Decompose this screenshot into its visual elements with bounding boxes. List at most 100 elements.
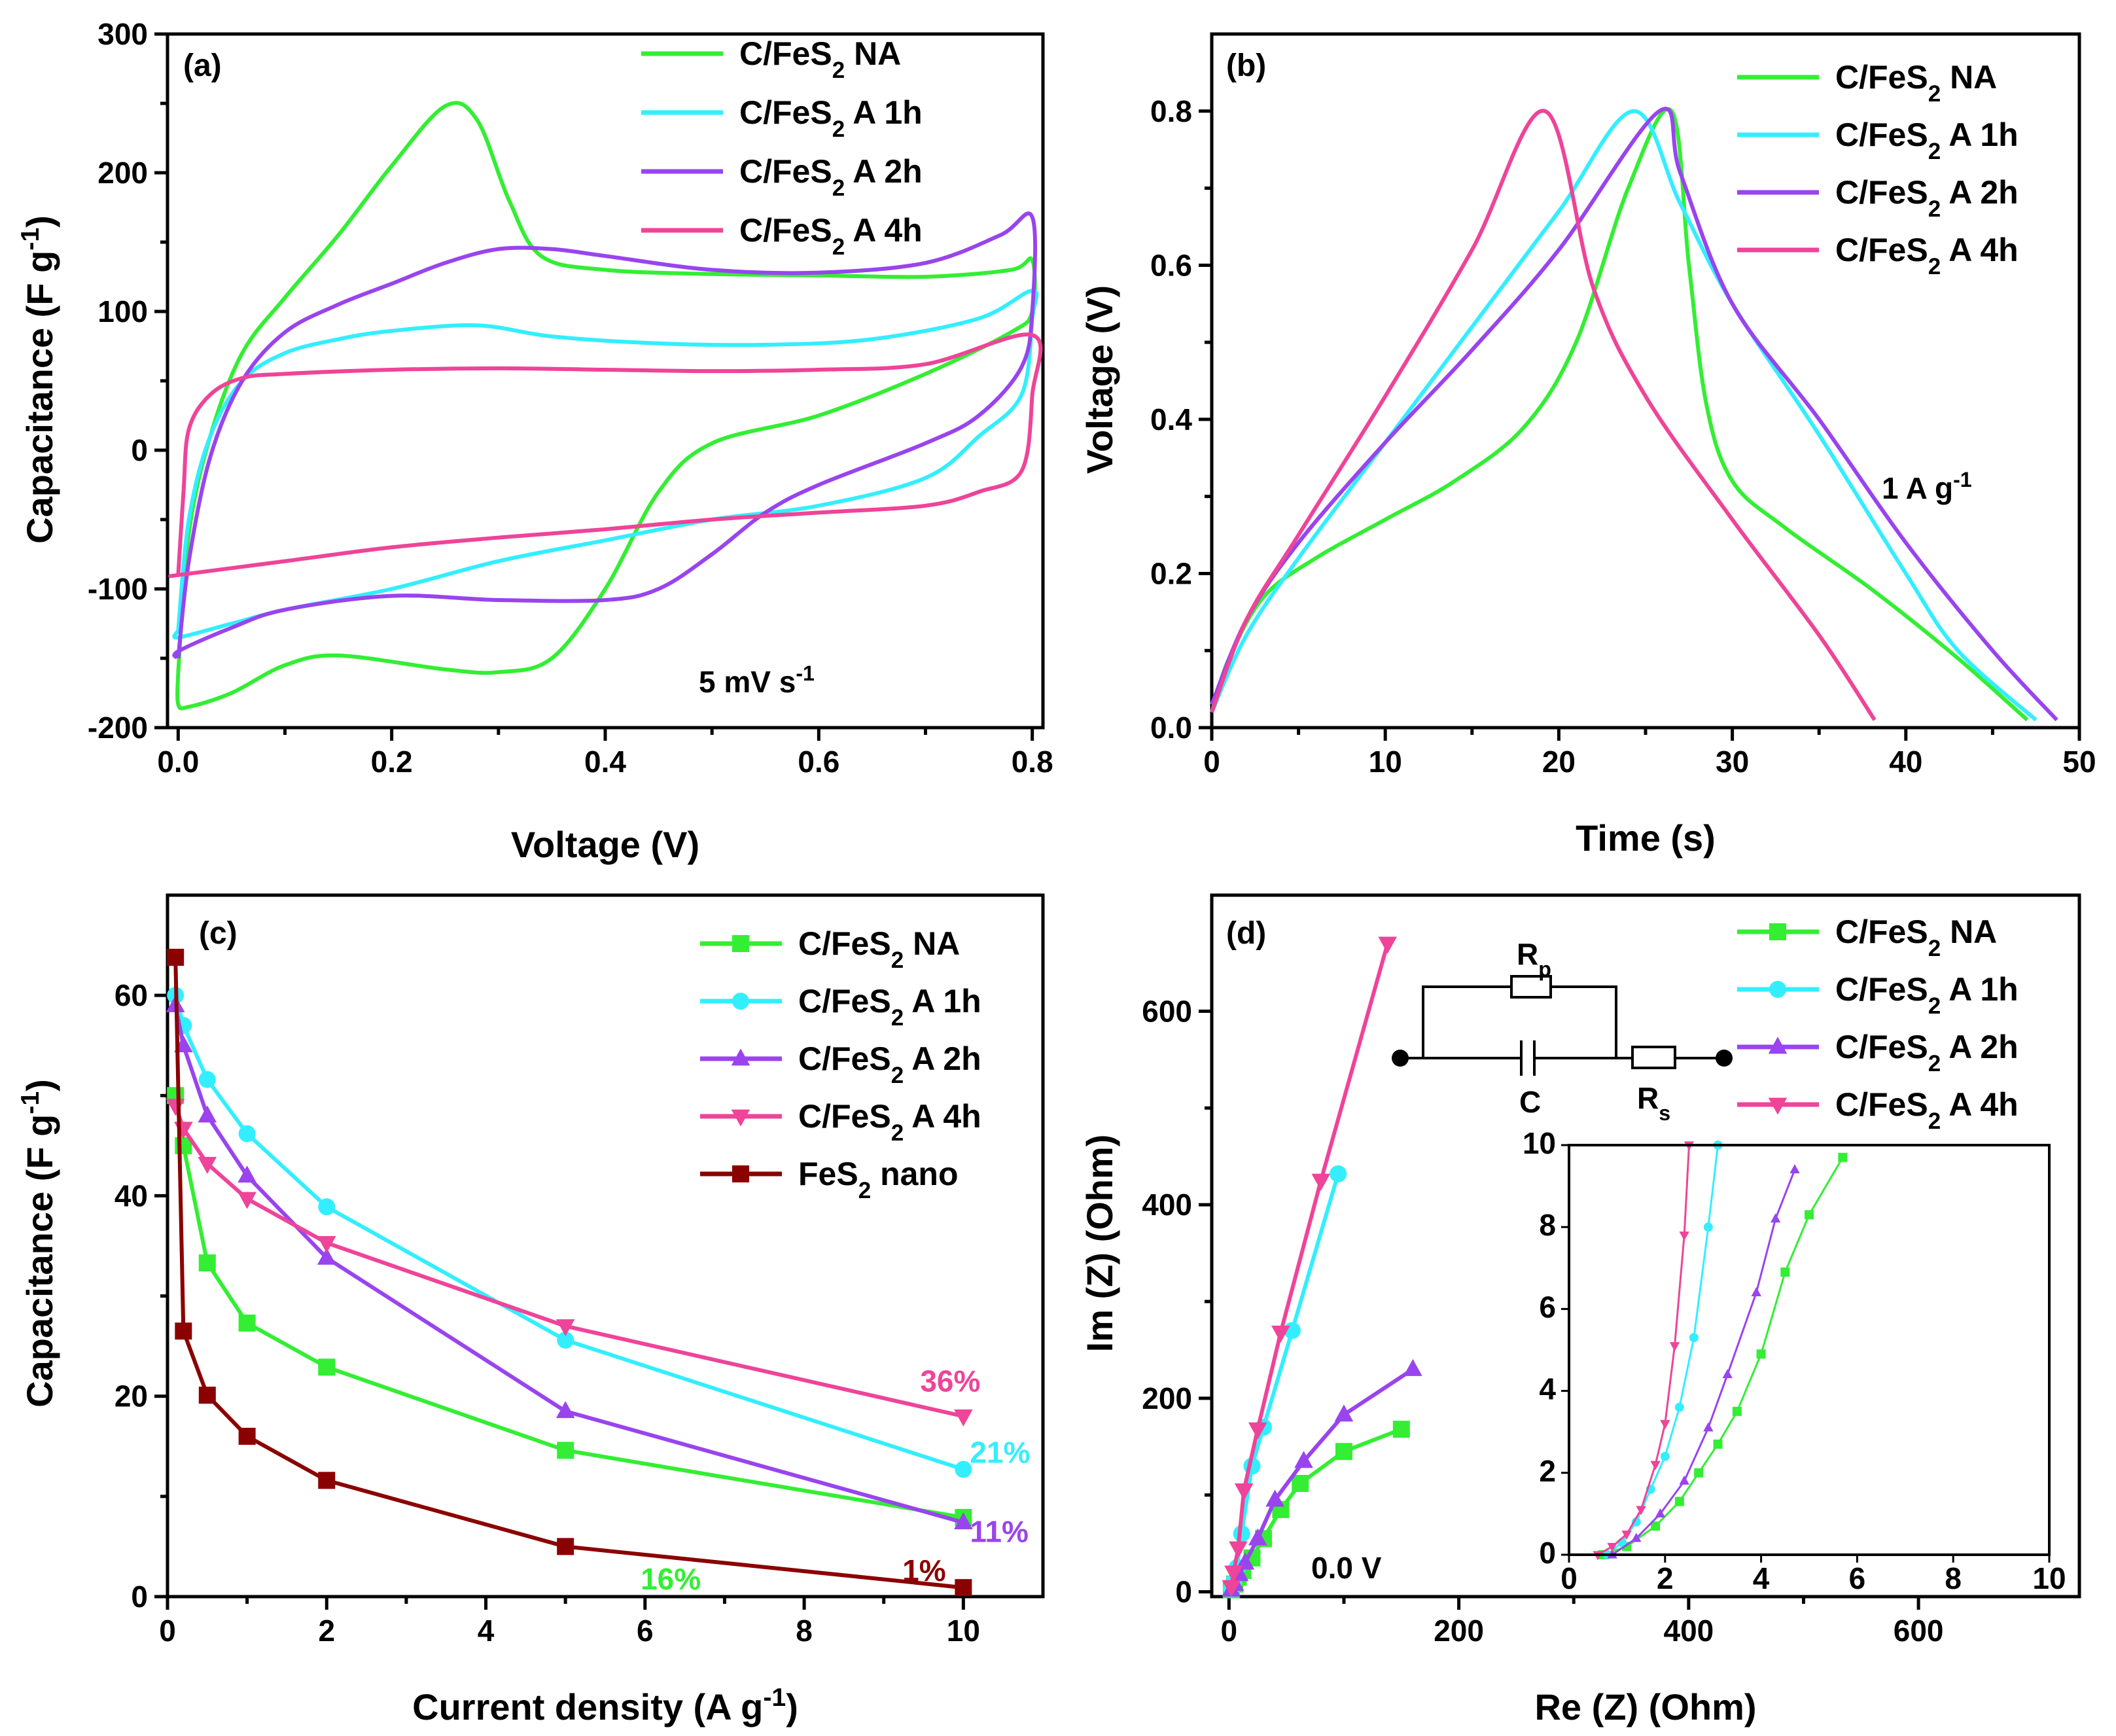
y-axis-label: Voltage (V) <box>1079 285 1120 474</box>
cv-curve-A4h <box>168 332 1043 578</box>
nyquist-point-A2h <box>1265 1489 1284 1507</box>
y-tick-label-part: 300 <box>97 17 148 51</box>
inset-y-tick-label-part: 4 <box>1539 1372 1556 1406</box>
legend-label-A2h-part: C/FeS <box>798 1040 891 1077</box>
legend-label-NA-part: NA <box>845 35 901 72</box>
y-tick-label-part: 20 <box>115 1379 148 1413</box>
rate-point-nano <box>167 948 185 966</box>
inset-x-tick-label-part: 8 <box>1945 1561 1962 1595</box>
x-tick-label: 30 <box>1716 745 1749 779</box>
y-tick-label: 0 <box>1175 1575 1192 1609</box>
legend-marker-A4h <box>1768 1097 1788 1115</box>
rate-point-A4h <box>555 1319 575 1337</box>
current-density-annotation: 1 A g-1 <box>1882 468 1972 505</box>
y-tick-label: 0.8 <box>1150 94 1192 128</box>
y-tick-label-part: -200 <box>88 711 148 745</box>
retention-label-A1h: 21% <box>970 1436 1030 1470</box>
x-tick-label-part: 20 <box>1542 745 1576 779</box>
y-tick-label: -200 <box>88 711 148 745</box>
circuit-label-rp-part: R <box>1517 937 1538 971</box>
legend-label-NA: C/FeS2 NA <box>1835 59 1997 107</box>
cv-curve-NA <box>175 101 1037 711</box>
inset-point-A2h <box>1790 1164 1800 1174</box>
y-tick-label-part: 200 <box>1142 1381 1192 1415</box>
legend-label-A1h-part: 2 <box>832 116 845 142</box>
panel-label: (a) <box>183 48 222 83</box>
x-tick-label-part: 0.4 <box>584 745 626 779</box>
inset-x-tick-label: 8 <box>1945 1561 1962 1595</box>
y-tick-label: 400 <box>1142 1188 1192 1222</box>
y-tick-label: 100 <box>97 294 148 328</box>
legend-label-A1h-part: C/FeS <box>1835 971 1928 1008</box>
inset-point-A1h <box>1703 1222 1713 1232</box>
legend-label-A4h-part: 2 <box>891 1120 904 1146</box>
legend-label-NA-part: C/FeS <box>1835 59 1928 96</box>
inset-point-A2h <box>1722 1369 1733 1379</box>
x-tick-label: 0.2 <box>371 745 413 779</box>
y-tick-label-part: 200 <box>97 156 148 190</box>
x-tick-label-part: 400 <box>1663 1614 1714 1648</box>
legend-label-A1h-part: A 1h <box>1941 116 2019 153</box>
x-tick-label: 6 <box>637 1614 654 1648</box>
x-tick-label-part: 40 <box>1889 745 1922 779</box>
potential-annotation: 0.0 V <box>1311 1551 1382 1585</box>
inset-x-tick-label-part: 0 <box>1561 1561 1578 1595</box>
legend-label-NA-part: C/FeS <box>798 925 891 962</box>
inset-point-A1h <box>1689 1333 1699 1343</box>
inset-background <box>1569 1145 2049 1555</box>
potential-annotation-part: 0.0 V <box>1311 1551 1382 1585</box>
rate-point-nano <box>238 1427 256 1445</box>
x-tick-label-part: 0.8 <box>1012 745 1053 779</box>
legend-label-A2h: C/FeS2 A 2h <box>739 153 923 201</box>
y-tick-label: 60 <box>115 978 148 1012</box>
x-tick-label: 50 <box>2062 745 2096 779</box>
legend-label-nano-part: 2 <box>858 1178 871 1203</box>
legend-label-A4h-part: 2 <box>1928 254 1941 279</box>
y-axis-label-part: ) <box>19 215 60 228</box>
retention-label-NA-part: 16% <box>641 1562 701 1596</box>
legend-label-A2h-part: C/FeS <box>1835 174 1928 211</box>
y-axis-label-part: -1 <box>16 1091 44 1114</box>
inset-point-A2h <box>1631 1532 1642 1542</box>
retention-label-A1h-part: 21% <box>970 1436 1030 1470</box>
inset-frame <box>1568 1144 2051 1556</box>
panel-label-part: (b) <box>1226 48 1266 83</box>
legend-label-A4h: C/FeS2 A 4h <box>798 1098 981 1146</box>
x-tick-label-part: 2 <box>318 1614 335 1648</box>
legend-label-NA: C/FeS2 NA <box>798 925 960 973</box>
x-tick-label: 400 <box>1663 1614 1714 1648</box>
x-tick-label: 4 <box>478 1614 495 1648</box>
legend-label-A2h-part: C/FeS <box>739 153 832 190</box>
y-tick-label: 0.2 <box>1150 556 1192 590</box>
y-tick-label-part: 0.2 <box>1150 556 1192 590</box>
nyquist-point-A2h <box>1334 1404 1354 1422</box>
legend-label-A4h-part: C/FeS <box>739 212 832 249</box>
nyquist-point-A4h <box>1248 1422 1267 1440</box>
nyquist-point-A4h <box>1224 1565 1243 1583</box>
y-tick-label: 20 <box>115 1379 148 1413</box>
legend-label-A2h: C/FeS2 A 2h <box>1835 174 2019 222</box>
nyquist-point-A4h <box>1311 1173 1331 1191</box>
y-tick-label-part: -100 <box>88 572 148 606</box>
inset-y-tick-label: 6 <box>1539 1290 1556 1324</box>
legend-label-A4h-part: A 4h <box>845 212 923 249</box>
rate-point-A4h <box>317 1236 336 1254</box>
inset-point-A2h <box>1751 1286 1761 1296</box>
circuit-label-rs-part: R <box>1637 1081 1659 1115</box>
rate-point-A1h <box>198 1071 216 1088</box>
nyquist-point-NA <box>1392 1421 1410 1438</box>
retention-label-nano: 1% <box>902 1553 945 1587</box>
legend-label-NA-part: NA <box>1941 59 1997 96</box>
legend-label-NA-part: 2 <box>891 948 904 973</box>
panel-label-part: (d) <box>1226 916 1266 951</box>
rate-point-A1h <box>318 1198 336 1216</box>
circuit-wires <box>1400 985 1724 1059</box>
y-tick-label: 0 <box>131 1580 148 1614</box>
x-tick-label-part: 0.6 <box>798 745 839 779</box>
rate-point-nano <box>198 1387 216 1404</box>
y-axis-label-part: Capacitance (F g <box>19 251 60 544</box>
y-tick-label: 600 <box>1142 994 1192 1028</box>
legend-marker-A2h <box>1768 1036 1788 1054</box>
rate-line-A4h <box>173 1105 964 1419</box>
retention-label-A4h-part: 36% <box>920 1364 980 1398</box>
